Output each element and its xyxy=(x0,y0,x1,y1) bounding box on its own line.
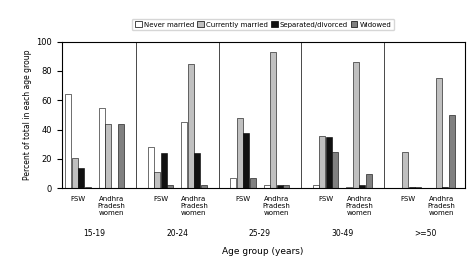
Text: 30-49: 30-49 xyxy=(331,229,354,238)
Bar xyxy=(332,152,338,188)
Bar xyxy=(319,135,326,188)
Bar xyxy=(359,185,365,188)
Bar xyxy=(313,185,319,188)
Bar xyxy=(72,158,78,188)
Bar xyxy=(230,178,237,188)
Bar xyxy=(85,187,91,188)
Bar xyxy=(366,174,372,188)
Bar xyxy=(167,185,173,188)
Bar xyxy=(436,78,441,188)
Bar xyxy=(346,187,352,188)
Bar xyxy=(181,122,187,188)
Bar xyxy=(402,152,408,188)
Y-axis label: Percent of total in each age group: Percent of total in each age group xyxy=(23,50,32,180)
Bar xyxy=(353,62,359,188)
Bar xyxy=(243,133,249,188)
Bar xyxy=(270,52,276,188)
Bar xyxy=(188,64,194,188)
Bar xyxy=(409,187,415,188)
Bar xyxy=(326,137,332,188)
Bar xyxy=(78,168,84,188)
Bar xyxy=(415,187,421,188)
X-axis label: Age group (years): Age group (years) xyxy=(222,247,304,256)
Bar xyxy=(194,153,200,188)
Text: >=50: >=50 xyxy=(414,229,436,238)
Bar xyxy=(99,108,105,188)
Bar xyxy=(448,115,455,188)
Bar xyxy=(250,178,256,188)
Bar xyxy=(118,124,124,188)
Bar xyxy=(237,118,243,188)
Bar xyxy=(264,185,270,188)
Bar xyxy=(161,153,167,188)
Bar xyxy=(148,147,154,188)
Bar xyxy=(201,185,207,188)
Bar xyxy=(105,124,111,188)
Bar xyxy=(154,172,160,188)
Bar xyxy=(283,185,289,188)
Bar xyxy=(277,185,283,188)
Legend: Never married, Currently married, Separated/divorced, Widowed: Never married, Currently married, Separa… xyxy=(132,19,394,30)
Text: 15-19: 15-19 xyxy=(83,229,106,238)
Bar xyxy=(65,94,71,188)
Bar xyxy=(442,187,448,188)
Text: 25-29: 25-29 xyxy=(249,229,271,238)
Text: 20-24: 20-24 xyxy=(166,229,188,238)
